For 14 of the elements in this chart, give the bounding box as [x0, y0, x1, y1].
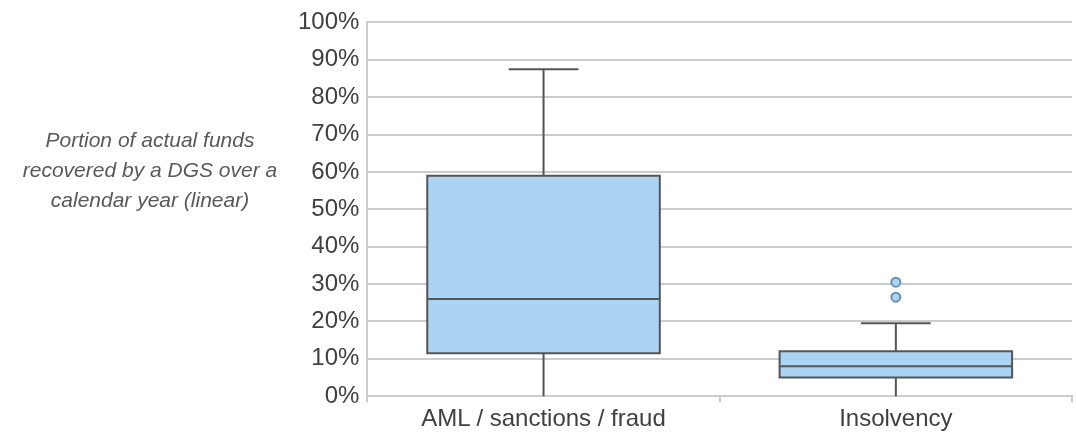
y-tick-label: 90%: [311, 44, 360, 72]
x-tick-label: Insolvency: [839, 404, 953, 432]
y-tick-label: 20%: [311, 306, 360, 334]
y-tick-label: 70%: [311, 119, 360, 147]
y-axis-title: Portion of actual funds recovered by a DGS over a calendar year (linear): [21, 127, 279, 213]
y-tick-label: 80%: [311, 81, 360, 109]
y-tick-label: 30%: [311, 268, 360, 296]
y-tick-label: 50%: [311, 193, 360, 221]
y-tick-label: 60%: [311, 156, 360, 184]
y-tick-label: 0%: [324, 380, 360, 408]
y-tick-label: 10%: [311, 343, 360, 371]
x-tick-label: AML / sanctions / fraud: [421, 404, 666, 432]
y-tick-label: 40%: [311, 231, 360, 259]
y-tick-label: 100%: [297, 7, 360, 35]
